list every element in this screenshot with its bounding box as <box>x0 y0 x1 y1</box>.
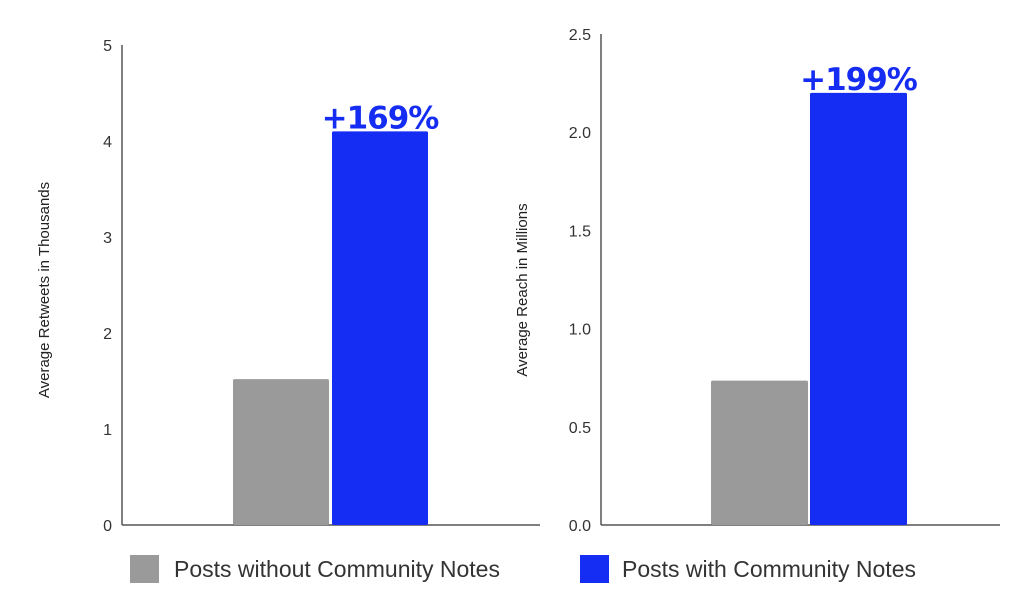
bar-with-community-notes <box>810 92 907 526</box>
legend: Posts without Community Notes Posts with… <box>130 555 916 583</box>
y-axis-label: Average Retweets in Thousands <box>36 182 53 398</box>
y-tick-label: 2.5 <box>569 27 591 44</box>
y-tick-label: 1.5 <box>569 223 591 240</box>
y-tick-label: 1.0 <box>569 322 591 339</box>
increase-annotation: +169% <box>322 100 440 136</box>
y-tick-label: 5 <box>103 38 112 55</box>
y-axis-label: Average Reach in Millions <box>514 203 531 376</box>
y-tick-label: 0.0 <box>569 518 591 535</box>
bar-without-community-notes <box>233 379 329 525</box>
y-tick-label: 3 <box>103 230 112 247</box>
legend-label-without: Posts without Community Notes <box>174 556 500 582</box>
y-tick-label: 2 <box>103 326 112 343</box>
y-tick-label: 0.5 <box>569 420 591 437</box>
y-tick-label: 0 <box>103 518 112 535</box>
increase-annotation: +199% <box>800 62 918 98</box>
y-tick-label: 2.0 <box>569 125 591 142</box>
y-tick-label: 1 <box>103 422 112 439</box>
bar-with-community-notes <box>332 131 428 525</box>
y-tick-label: 4 <box>103 134 112 151</box>
legend-swatch-without <box>130 555 159 583</box>
legend-swatch-with <box>580 555 609 583</box>
legend-label-with: Posts with Community Notes <box>622 556 916 582</box>
reach-chart: Average Reach in Millions 0.0 0.5 1.0 1.5 2.… <box>514 27 1000 535</box>
bar-without-community-notes <box>711 380 808 525</box>
retweets-chart: Average Retweets in Thousands 0 1 2 3 4 5 +169… <box>36 38 540 535</box>
